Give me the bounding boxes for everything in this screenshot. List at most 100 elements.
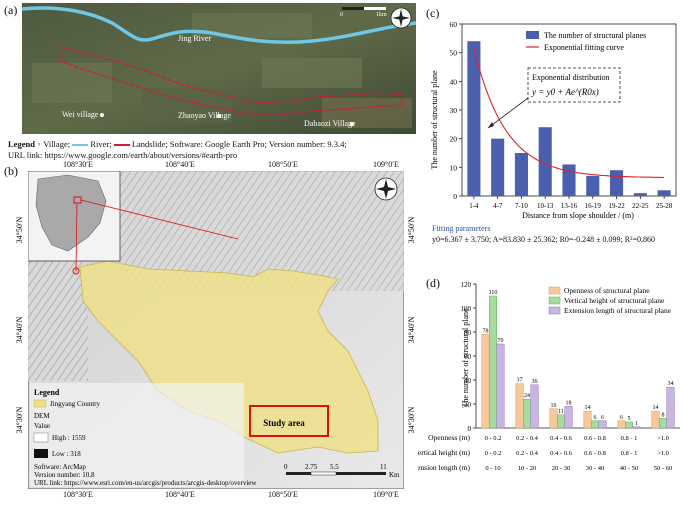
d-bar-label: 16: [551, 403, 557, 409]
svg-text:Jingyang Country: Jingyang Country: [50, 400, 100, 408]
svg-text:34°40′N: 34°40′N: [407, 316, 416, 343]
study-area-box: [249, 405, 329, 437]
c-ytick-label: 0: [453, 192, 457, 201]
c-ylabel: The number of structural plane: [430, 70, 439, 170]
c-bar: [562, 164, 576, 196]
fitting-values: y0=6.367 ± 3.750; A=83.830 ± 25.362; R0=…: [432, 235, 655, 244]
d-row-label: Vertical height (m): [418, 448, 470, 457]
svg-text:0: 0: [340, 12, 343, 18]
d-bar-label: 8: [662, 412, 665, 418]
svg-text:34°40′N: 34°40′N: [15, 316, 24, 343]
d-bar-label: 11: [558, 409, 564, 415]
svg-text:Vertical height of structural: Vertical height of structural plane: [564, 296, 665, 305]
dem-map: Study area 0 2.75 5.5 11 Km Legend Jingy…: [28, 171, 404, 489]
c-bar: [538, 127, 552, 196]
d-row-cat: 0.4 - 0.6: [550, 450, 572, 457]
d-bar: [591, 420, 599, 429]
d-ytick-label: 80: [464, 329, 472, 337]
d-bar: [659, 418, 667, 429]
c-bar: [491, 138, 505, 196]
village-label-zhaoyao: Zhaoyao Village: [178, 111, 231, 120]
d-row-cat: 0.4 - 0.6: [550, 435, 572, 442]
d-bar: [549, 408, 558, 429]
c-ytick-label: 60: [450, 20, 458, 29]
c-ytick-label: 20: [450, 135, 458, 144]
d-bar: [496, 343, 505, 429]
d-bar: [651, 410, 660, 429]
svg-text:Exponential distribution: Exponential distribution: [532, 73, 610, 82]
d-bar-label: 78: [483, 328, 489, 334]
d-row-label: Extension length (m): [418, 463, 470, 472]
c-legend: The number of structural planes Exponent…: [526, 31, 646, 52]
d-row-cat: 0.6 - 0.8: [584, 450, 606, 457]
legend-a: Legend ∘ Village; River; Landslide; Soft…: [8, 139, 347, 160]
c-xtick-label: 1-4: [469, 202, 479, 210]
c-bar: [467, 41, 481, 197]
c-bar: [610, 170, 624, 196]
d-ytick-label: 20: [464, 401, 472, 409]
inset-map: [28, 171, 121, 262]
d-bar-label: 5: [628, 416, 631, 422]
bottom-tick-3: 108°50′E: [268, 490, 298, 499]
d-ytick-label: 60: [464, 353, 472, 361]
d-ylabel: The number of structural plane: [461, 308, 470, 408]
d-ytick-label: 40: [464, 377, 472, 385]
d-ytick-label: 0: [468, 425, 472, 433]
d-row-cat: >1.0: [657, 450, 669, 457]
c-xlabel: Distance from slope shoulder / (m): [522, 211, 634, 220]
bottom-tick-1: 108°30′E: [63, 490, 93, 499]
legend-a-software: Software: Google Earth Pro; Version numb…: [169, 139, 347, 149]
legend-village: Village;: [43, 139, 71, 149]
d-bar: [632, 426, 641, 429]
top-tick-1: 108°30′E: [63, 160, 93, 169]
d-bar-label: 110: [489, 290, 498, 296]
d-bar-label: 6: [620, 415, 623, 421]
c-legend-curve: Exponential fitting curve: [544, 43, 624, 52]
svg-text:Extension length of structural: Extension length of structural plane: [564, 306, 672, 315]
d-bar-label: 6: [601, 415, 604, 421]
fitting-params: Fitting parameters y0=6.367 ± 3.750; A=8…: [432, 223, 655, 245]
c-bar: [514, 153, 528, 196]
d-bar-label: 14: [653, 405, 659, 411]
d-bar-label: 14: [585, 405, 591, 411]
c-xtick-label: 4-7: [493, 202, 503, 210]
panel-c-letter: (c): [426, 6, 440, 20]
svg-text:DEM: DEM: [34, 412, 50, 420]
svg-text:URL link: https://www.esri.com: URL link: https://www.esri.com/en-us/arc…: [34, 479, 257, 487]
d-bar: [617, 420, 626, 429]
d-bar-label: 70: [497, 338, 503, 344]
legend-landslide: Landslide;: [131, 139, 168, 149]
fitting-title: Fitting parameters: [432, 224, 491, 233]
d-bar: [666, 386, 675, 429]
d-bar-label: 1: [635, 421, 638, 427]
d-row-cat: 50 - 60: [654, 465, 672, 472]
bottom-tick-2: 108°40′E: [165, 490, 195, 499]
c-ytick-label: 10: [450, 163, 458, 172]
svg-text:High : 1559: High : 1559: [52, 434, 86, 442]
d-row-cat: 30 - 40: [586, 465, 604, 472]
svg-text:Software: ArcMap: Software: ArcMap: [34, 463, 86, 471]
c-bar: [586, 175, 600, 196]
d-bar: [557, 414, 565, 429]
d-bar: [489, 295, 497, 429]
svg-text:Value: Value: [34, 422, 50, 430]
svg-text:11: 11: [380, 463, 387, 471]
svg-text:34°50′N: 34°50′N: [15, 216, 24, 243]
d-row-cat: 10 - 20: [518, 465, 536, 472]
d-ytick-label: 120: [461, 281, 472, 289]
c-xtick-label: 16-19: [585, 202, 602, 210]
d-bar: [625, 421, 633, 429]
panel-d-letter: (d): [426, 276, 440, 290]
scale-bar-b: 0 2.75 5.5 11 Km: [284, 463, 400, 479]
d-bar: [481, 334, 490, 429]
c-ytick-label: 40: [450, 77, 458, 86]
panel-a-letter: (a): [4, 3, 18, 17]
svg-text:Openness of structural plane: Openness of structural plane: [564, 286, 650, 295]
c-bar: [657, 190, 671, 196]
top-tick-3: 108°50′E: [268, 160, 298, 169]
river-label: Jing River: [178, 34, 211, 43]
d-row-cat: 0 - 0.2: [485, 450, 502, 457]
left-ticks: 34°50′N 34°40′N 34°30′N: [15, 216, 24, 433]
d-bar-label: 34: [667, 381, 673, 387]
d-row-cat: 0 - 0.2: [485, 435, 502, 442]
